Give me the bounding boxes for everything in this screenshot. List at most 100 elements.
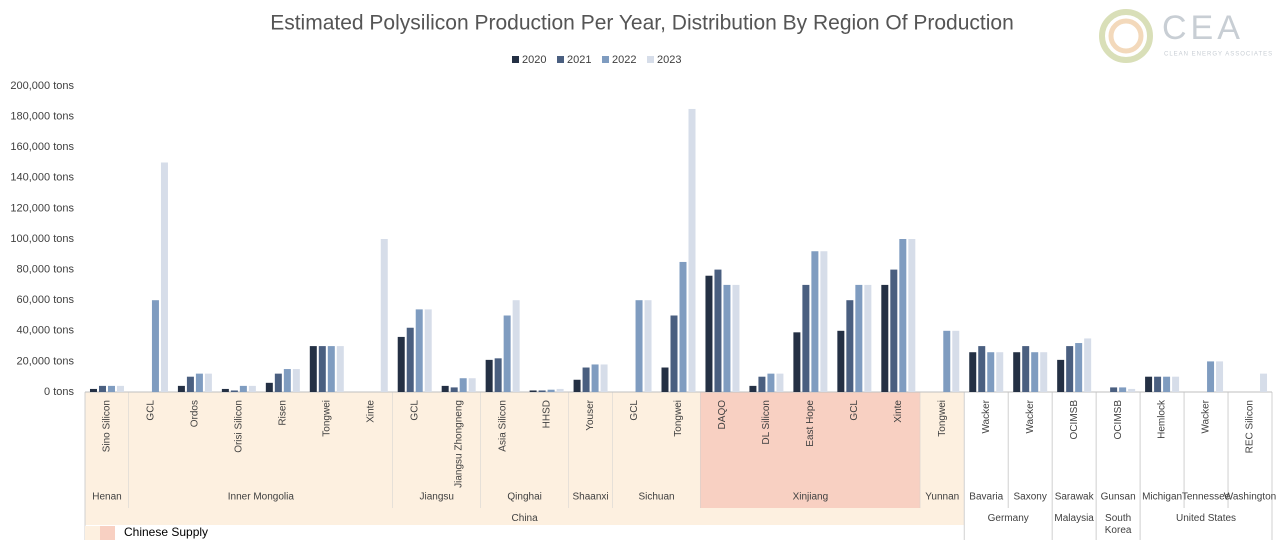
bar: [811, 251, 819, 392]
x-tick-label: Risen: [277, 400, 288, 426]
x-tick-label: Hemlock: [1157, 399, 1168, 439]
region-label: Washington: [1224, 492, 1276, 503]
chart-title: Estimated Polysilicon Production Per Yea…: [270, 12, 1014, 35]
bar: [943, 330, 951, 392]
country-label: South Korea: [1104, 513, 1132, 536]
region-label: Henan: [92, 492, 121, 503]
bar: [820, 251, 828, 392]
bar: [890, 269, 898, 392]
y-tick-label: 180,000 tons: [10, 111, 74, 123]
x-tick-label: Sino Silicon: [102, 400, 113, 452]
bar: [978, 346, 986, 392]
x-tick-label: GCL: [146, 400, 157, 421]
country-label: Germany: [987, 513, 1029, 524]
legend-label: 2021: [567, 54, 591, 66]
bar: [899, 239, 907, 392]
bar: [556, 388, 564, 392]
bar: [837, 330, 845, 392]
bar: [309, 346, 317, 392]
bar: [327, 346, 335, 392]
supply-legend-label: Chinese Supply: [124, 525, 208, 539]
region-label: Yunnan: [925, 492, 959, 503]
bar: [793, 332, 801, 392]
bar: [230, 390, 238, 392]
region-cell: [920, 392, 965, 508]
country-cell: [85, 508, 965, 525]
region-label: Sichuan: [638, 492, 674, 503]
y-tick-label: 120,000 tons: [10, 202, 74, 214]
region-label: Saxony: [1014, 492, 1047, 503]
bar: [952, 330, 960, 392]
bar: [415, 309, 423, 392]
region-label: Michigan: [1142, 492, 1182, 503]
bar: [318, 346, 326, 392]
x-tick-label: GCL: [409, 400, 420, 421]
x-tick-label: DAQO: [717, 400, 728, 430]
bar: [98, 385, 106, 392]
bar: [336, 346, 344, 392]
country-label-box: United States: [1176, 513, 1237, 524]
bar: [1057, 359, 1065, 392]
bar: [1207, 361, 1215, 392]
bar: [380, 239, 388, 392]
bar: [459, 378, 467, 392]
bar: [239, 385, 247, 392]
region-cell: [85, 392, 129, 508]
legend-swatch: [602, 56, 609, 63]
region-cell: [480, 392, 569, 508]
x-tick-label: DL Silicon: [761, 400, 772, 445]
bar: [441, 385, 449, 392]
x-tick-label: Tongwei: [321, 400, 332, 437]
region-label: Qinghai: [507, 492, 541, 503]
bar: [494, 358, 502, 392]
x-tick-label: Wacker: [1025, 399, 1036, 433]
bar: [969, 352, 977, 392]
country-label: Malaysia: [1054, 513, 1094, 524]
bar: [204, 373, 212, 392]
bar: [503, 315, 511, 392]
y-tick-label: 40,000 tons: [17, 325, 75, 337]
region-label: Gunsan: [1101, 492, 1136, 503]
y-tick-label: 20,000 tons: [17, 355, 75, 367]
region-label: Bavaria: [969, 492, 1003, 503]
bar: [274, 373, 282, 392]
region-cell: [568, 392, 613, 508]
country-label: United States: [1176, 513, 1237, 524]
bar: [177, 385, 185, 392]
y-tick-label: 60,000 tons: [17, 294, 75, 306]
bar: [538, 390, 546, 392]
bar: [1119, 387, 1127, 392]
legend-label: 2020: [522, 54, 546, 66]
bar: [802, 284, 810, 392]
legend-swatch: [557, 56, 564, 63]
x-tick-label: Wacker: [1201, 399, 1212, 433]
logo-ring: [1108, 18, 1144, 54]
bar: [195, 373, 203, 392]
y-tick-label: 140,000 tons: [10, 172, 74, 184]
x-tick-label: Tongwei: [673, 400, 684, 437]
bar: [635, 300, 643, 392]
bar: [661, 367, 669, 392]
bar: [512, 300, 520, 392]
country-label-box: South Korea: [1104, 513, 1132, 536]
country-label-box: China: [512, 513, 538, 524]
x-tick-label: Ordos: [190, 400, 201, 427]
logo-mark: CEA: [1162, 9, 1244, 47]
bar: [723, 284, 731, 392]
bar: [547, 389, 555, 392]
bar: [1163, 376, 1171, 392]
x-tick-label: Xinte: [893, 400, 904, 423]
bar: [1216, 361, 1224, 392]
bar: [406, 327, 414, 392]
region-cell: [392, 392, 481, 508]
bar: [1013, 352, 1021, 392]
bar: [186, 376, 194, 392]
x-tick-label: Asia Silicon: [497, 400, 508, 452]
bar: [705, 275, 713, 392]
bar: [749, 385, 757, 392]
supply-swatch: [85, 526, 100, 540]
bar: [397, 336, 405, 392]
bar: [776, 373, 784, 392]
bar: [573, 379, 581, 392]
